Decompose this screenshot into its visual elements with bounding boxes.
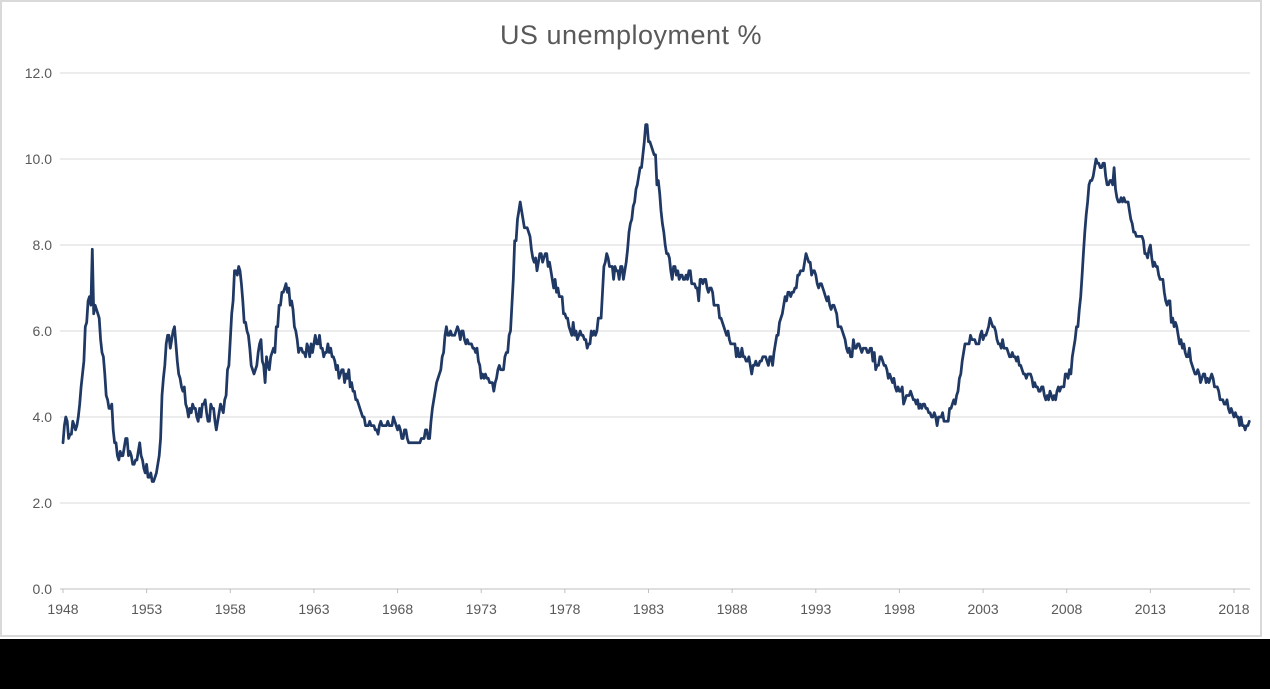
x-axis-tick-label: 1978 <box>549 601 581 617</box>
unemployment-line-plot <box>60 72 1251 593</box>
chart-frame: US unemployment % 0.0 2.0 4.0 6.0 8.0 10.0 12.… <box>0 0 1262 637</box>
y-axis-tick-label: 6.0 <box>32 323 52 339</box>
chart-title: US unemployment % <box>499 20 763 50</box>
x-axis-tick-label: 1948 <box>47 601 79 617</box>
x-axis-tick-label: 1983 <box>632 601 665 617</box>
x-axis-tick-label: 2003 <box>967 601 999 617</box>
bottom-letterbox-bar <box>0 639 1270 689</box>
x-axis-tick-label: 2013 <box>1134 601 1166 617</box>
x-axis-tick-label: 1988 <box>716 601 748 617</box>
y-axis-tick-label: 4.0 <box>32 409 52 425</box>
y-axis-tick-label: 12.0 <box>24 65 52 81</box>
y-axis-tick-label: 8.0 <box>32 237 52 253</box>
x-axis-tick-label: 1953 <box>131 601 163 617</box>
x-axis-tick-label: 2018 <box>1218 601 1250 617</box>
x-axis-tick-label: 1963 <box>298 601 330 617</box>
x-axis-tick-label: 1973 <box>465 601 497 617</box>
x-axis-tick-label: 1968 <box>381 601 414 617</box>
x-axis-tick-label: 1998 <box>883 601 915 617</box>
x-axis-tick-label: 2008 <box>1051 601 1083 617</box>
y-axis-tick-label: 2.0 <box>32 495 52 511</box>
y-axis-tick-label: 0.0 <box>32 581 52 597</box>
x-axis-tick-label: 1993 <box>800 601 832 617</box>
unemployment-series-line <box>61 123 1251 483</box>
x-axis-tick-label: 1958 <box>214 601 246 617</box>
axis-labels-layer: 0.0 2.0 4.0 6.0 8.0 10.0 12.0 1948 1953 1958 1963 1… <box>2 2 1260 635</box>
y-axis-tick-label: 10.0 <box>24 151 52 167</box>
